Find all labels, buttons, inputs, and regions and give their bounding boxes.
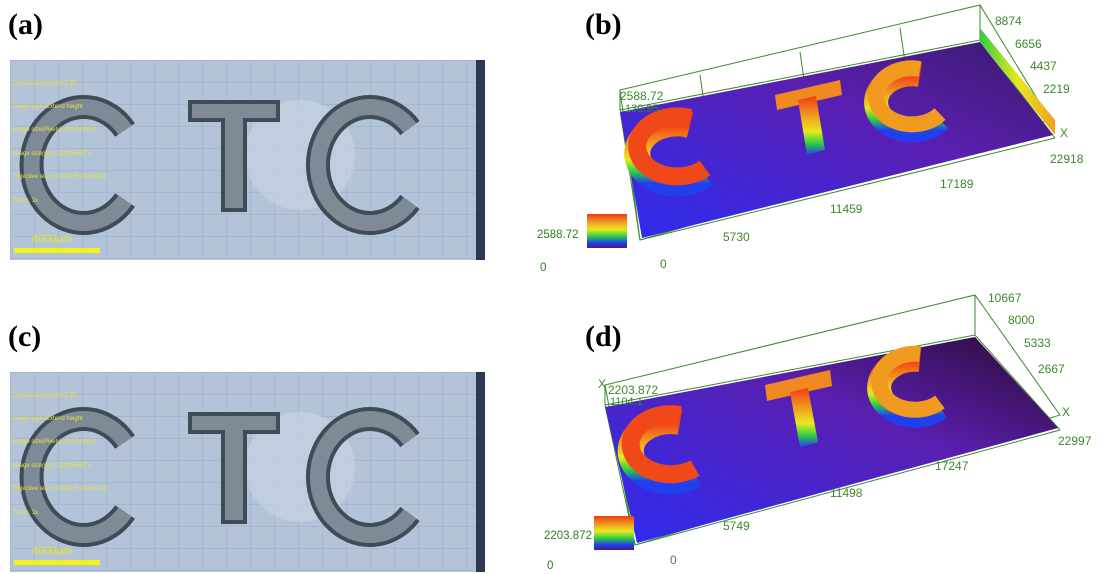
- height-partial-label: 139.95: [625, 103, 659, 115]
- z-tick: 8874: [995, 14, 1022, 28]
- x-axis-label: X: [1062, 405, 1070, 419]
- height-max-label: 2203.872: [608, 383, 658, 397]
- info-line: Image size(µm): 22918x8874: [13, 462, 91, 469]
- z-tick: 4437: [1030, 59, 1057, 73]
- height-map-d: 10667 8000 5333 2667 X 22997 17247 11498…: [598, 291, 1092, 567]
- height-max-label: 2588.72: [620, 89, 664, 103]
- x-tick: 22997: [1058, 434, 1092, 448]
- x-tick: 5730: [723, 230, 750, 244]
- info-line: Zoom: 1x: [13, 197, 39, 204]
- info-line: Objective lens: XLMPLFLN10xDSX: [13, 174, 108, 181]
- info-line: Image type: Extend height: [13, 103, 83, 110]
- x-tick: 0: [660, 257, 667, 271]
- panel-label-d: (d): [585, 320, 622, 353]
- y-axis-label: X: [598, 377, 606, 391]
- x-tick: 11459: [830, 202, 863, 216]
- scale-bar-line: [14, 560, 100, 565]
- micrograph-a-image: [10, 60, 485, 260]
- micrograph-c-image: [10, 372, 485, 572]
- scale-bar-label: 4000μm: [32, 233, 72, 245]
- info-line: Image size(Pixels): 9974x3862: [13, 439, 96, 446]
- z-tick: 2667: [1038, 362, 1065, 376]
- panel-label-b: (b): [585, 8, 622, 41]
- z-tick: 6656: [1015, 37, 1042, 51]
- info-line: Observation method: BF: [13, 80, 79, 87]
- info-line: Image type: Extend height: [13, 415, 83, 422]
- substrate-plate-d: [605, 337, 1058, 543]
- legend-max-label: 2588.72: [537, 229, 579, 241]
- panel-label-a: (a): [8, 8, 43, 41]
- x-tick: 5749: [723, 519, 750, 533]
- height-map-b: 8874 6656 4437 2219 X 22918 17189 11459 …: [619, 4, 1084, 271]
- color-legend-d: [594, 516, 634, 550]
- legend-min-label: 0: [540, 262, 547, 274]
- substrate-plate-b: [620, 42, 1053, 238]
- info-line: Observation method: BF: [13, 392, 79, 399]
- color-legend-b: [587, 214, 627, 248]
- z-tick: 2219: [1043, 82, 1070, 96]
- edge-ridge-b: [980, 28, 1055, 135]
- raised-letters-b: [624, 60, 949, 197]
- raised-letters-d: [617, 345, 948, 495]
- x-tick: 0: [670, 553, 677, 567]
- panel-label-c: (c): [8, 320, 42, 353]
- info-line: Image size(Pixels): 9974x3862: [13, 127, 96, 134]
- x-tick: 22918: [1050, 152, 1084, 166]
- micrograph-a: Observation method: BF Image type: Exten…: [10, 60, 485, 260]
- z-tick: 5333: [1024, 336, 1051, 350]
- x-tick: 17189: [940, 177, 974, 191]
- scale-bar-c: 4000μm: [14, 545, 104, 565]
- micrograph-c: Observation method: BF Image type: Exten…: [10, 372, 485, 572]
- z-tick: 8000: [1008, 313, 1035, 327]
- scale-bar-line: [14, 248, 100, 253]
- info-line: Image size(µm): 22918x8874: [13, 150, 91, 157]
- micrograph-a-info: Observation method: BF Image type: Exten…: [13, 65, 107, 221]
- legend-min-label: 0: [547, 560, 554, 572]
- height-partial-label: 1104.1: [610, 396, 643, 408]
- info-line: Zoom: 1x: [13, 509, 39, 516]
- z-tick: 10667: [988, 291, 1022, 305]
- x-axis-label: X: [1060, 126, 1068, 140]
- info-line: Objective lens: XLMPLFLN10xDSX: [13, 486, 108, 493]
- scale-bar-a: 4000μm: [14, 233, 104, 253]
- x-tick: 17247: [935, 459, 969, 473]
- x-tick: 11498: [830, 486, 863, 500]
- micrograph-c-info: Observation method: BF Image type: Exten…: [13, 377, 107, 533]
- legend-max-label: 2203.872: [544, 530, 592, 542]
- scale-bar-label: 4000μm: [32, 545, 72, 557]
